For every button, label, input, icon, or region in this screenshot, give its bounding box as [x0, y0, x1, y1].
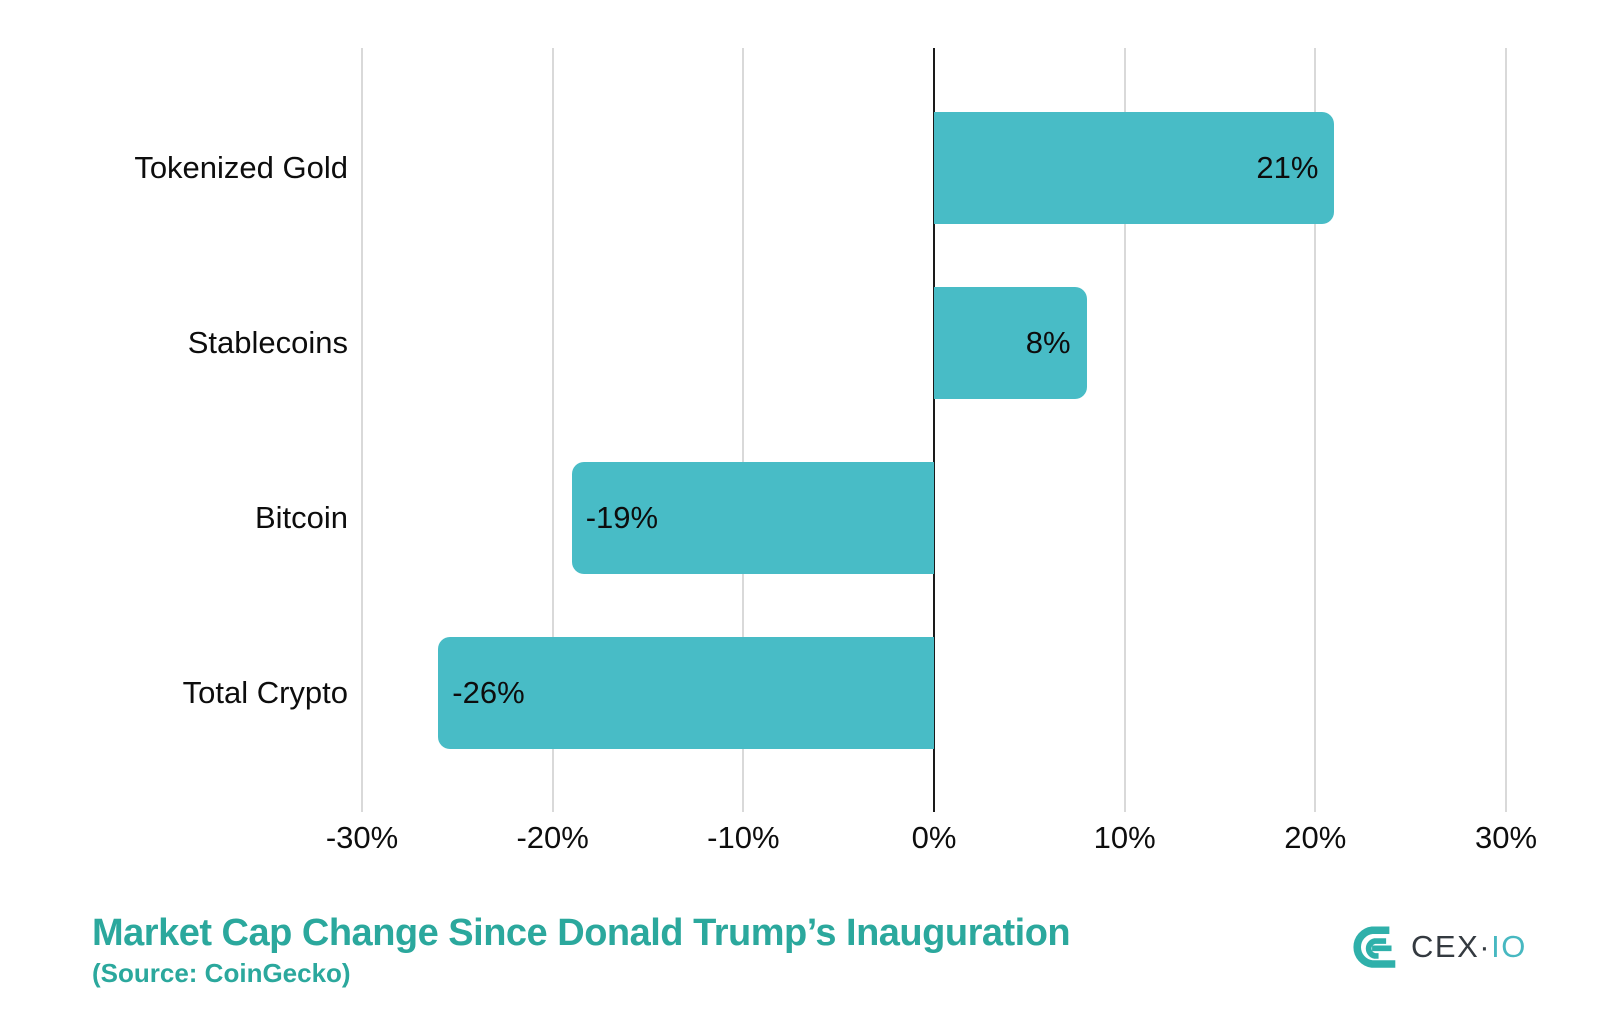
x-tick-label: -30%: [325, 820, 399, 855]
x-tick-label: 20%: [1284, 820, 1347, 855]
x-tick-label: 0%: [911, 820, 957, 855]
gridline: [551, 48, 554, 812]
bar-value-label: -26%: [452, 674, 525, 710]
gridline: [1314, 48, 1317, 812]
bar-bitcoin: -19%: [571, 461, 934, 574]
zero-line: [932, 48, 936, 812]
cexio-logo: CEX·IO: [1344, 918, 1527, 976]
gridline: [1123, 48, 1126, 812]
logo-dot: ·: [1479, 929, 1492, 964]
cexio-logo-text: CEX·IO: [1411, 929, 1527, 965]
chart-source: (Source: CoinGecko): [92, 958, 351, 988]
x-tick-label: -10%: [707, 820, 780, 855]
chart-title: Market Cap Change Since Donald Trump’s I…: [92, 912, 1071, 954]
bar-stablecoins: 8%: [934, 287, 1087, 400]
bar-value-label: -19%: [585, 499, 659, 535]
bar-tokenized-gold: 21%: [934, 112, 1335, 225]
x-tick-label: 30%: [1474, 820, 1538, 855]
chart-footer: Market Cap Change Since Donald Trump’s I…: [0, 880, 1600, 1018]
cexio-logo-icon: [1353, 926, 1396, 968]
category-label-bitcoin: Bitcoin: [254, 499, 348, 535]
logo-io-text: IO: [1491, 929, 1527, 964]
gridline: [1505, 48, 1507, 812]
x-tick-label: 10%: [1093, 820, 1156, 855]
bar-value-label: 21%: [1256, 150, 1319, 186]
category-label-total-crypto: Total Crypto: [182, 674, 348, 710]
gridline: [742, 48, 745, 812]
x-tick-label: -20%: [516, 820, 589, 855]
bar-value-label: 8%: [1025, 325, 1071, 361]
bar-total-crypto: -26%: [438, 636, 934, 749]
category-label-tokenized-gold: Tokenized Gold: [134, 150, 348, 186]
gridline: [361, 48, 363, 812]
logo-cex-text: CEX: [1411, 929, 1480, 964]
category-label-stablecoins: Stablecoins: [187, 325, 348, 361]
